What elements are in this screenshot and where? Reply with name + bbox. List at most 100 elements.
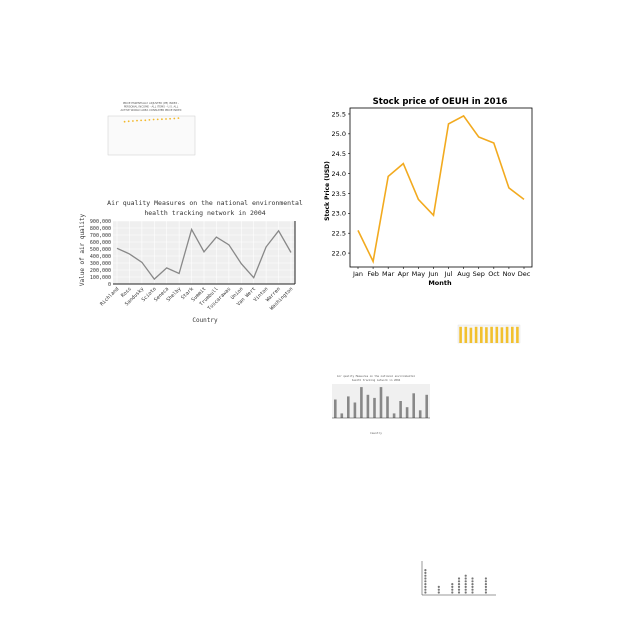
x-tick-label: Richland: [99, 286, 120, 307]
y-axis-label: Value of air quality: [79, 213, 86, 286]
y-tick-label: 500,000: [90, 247, 111, 253]
x-axis-label: Country: [192, 317, 218, 324]
y-tick-label: 23.0: [332, 210, 346, 218]
bar: [392, 413, 396, 418]
data-point: [173, 117, 176, 120]
bar: [469, 327, 473, 343]
data-point: [457, 577, 461, 580]
data-point: [457, 588, 461, 591]
data-point: [424, 577, 427, 580]
x-tick-label: Feb: [367, 270, 379, 278]
bar: [511, 326, 514, 343]
data-point: [457, 591, 461, 594]
x-axis-label: Month: [428, 279, 452, 287]
y-tick-label: 24.0: [332, 170, 346, 178]
x-tick-label: Mar: [382, 270, 395, 278]
chart-title-line2: health tracking network in 2004: [352, 378, 401, 382]
data-point: [156, 118, 159, 121]
bar: [505, 326, 509, 343]
data-point: [437, 591, 440, 594]
bar: [334, 399, 337, 418]
data-point: [144, 119, 147, 122]
y-tick-label: 22.0: [332, 249, 346, 257]
data-point: [177, 117, 180, 119]
x-tick-label: Apr: [398, 270, 410, 278]
bar: [340, 413, 344, 418]
bar: [412, 393, 415, 418]
y-tick-label: 22.5: [332, 230, 346, 238]
data-point: [424, 588, 427, 591]
x-tick-label: May: [412, 270, 426, 278]
data-point: [424, 574, 427, 577]
y-tick-label: 300,000: [90, 261, 111, 267]
chart-title-line1: Air quality Measures on the national env…: [337, 374, 416, 378]
data-point: [464, 574, 467, 577]
chart-title-line1: Air quality Measures on the national env…: [107, 199, 303, 207]
data-point: [471, 585, 474, 588]
bar: [500, 327, 504, 343]
air-quality-line-chart: Air quality Measures on the national env…: [79, 199, 303, 324]
data-point: [457, 583, 461, 586]
y-tick-label: 200,000: [90, 268, 111, 274]
x-tick-label: Nov: [503, 270, 516, 278]
data-point: [457, 580, 461, 583]
tiny-yellow-bar-chart: [457, 324, 521, 344]
y-tick-label: 0: [108, 282, 111, 288]
data-point: [127, 120, 130, 123]
bar: [485, 327, 488, 343]
air-quality-bar-chart: Air quality Measures on the national env…: [332, 374, 430, 435]
data-point: [484, 588, 487, 591]
data-point: [451, 585, 454, 588]
data-point: [424, 580, 427, 583]
tiny-scatter-chart: PRICE ESSENTIALLY ADJUSTED (PE) INDEX -P…: [107, 101, 196, 156]
data-point: [140, 119, 142, 122]
data-point: [484, 591, 487, 594]
data-point: [464, 583, 467, 586]
y-tick-label: 700,000: [90, 233, 111, 239]
data-point: [148, 119, 151, 121]
series-line: [357, 114, 525, 264]
bar: [474, 326, 478, 343]
data-point: [132, 120, 134, 122]
data-point: [484, 577, 487, 580]
data-point: [464, 580, 467, 583]
bar: [516, 326, 519, 343]
bar: [360, 387, 363, 418]
y-tick-label: 23.5: [332, 190, 346, 198]
data-point: [424, 583, 427, 586]
stock-price-chart: Stock price of OEUH in 2016 Month Stock …: [324, 97, 533, 287]
y-tick-label: 100,000: [90, 275, 111, 281]
y-tick-label: 400,000: [90, 254, 111, 260]
data-point: [457, 585, 461, 588]
data-point: [152, 118, 155, 121]
x-tick-label: Sep: [473, 270, 485, 278]
y-tick-label: 25.5: [332, 110, 346, 118]
bar: [464, 326, 468, 343]
bar: [405, 407, 409, 418]
bar: [495, 326, 499, 343]
data-point: [424, 569, 427, 572]
chart-title-line2: health tracking network in 2004: [144, 209, 265, 217]
bar: [480, 326, 483, 343]
data-point: [136, 119, 138, 122]
data-point: [484, 583, 487, 586]
plot-frame: [349, 107, 533, 268]
bar: [425, 394, 428, 418]
bar: [386, 396, 389, 418]
bar: [373, 397, 376, 418]
bar: [490, 326, 493, 343]
data-point: [451, 591, 454, 594]
data-point: [123, 120, 126, 123]
chart-title: Stock price of OEUH in 2016: [373, 97, 508, 107]
data-point: [464, 585, 467, 588]
data-point: [464, 588, 467, 591]
data-point: [471, 577, 474, 580]
data-point: [424, 571, 427, 574]
data-point: [437, 585, 440, 588]
data-point: [169, 117, 171, 120]
plot-area: [457, 324, 521, 344]
data-point: [451, 583, 454, 586]
bar: [459, 326, 462, 343]
data-point: [471, 583, 474, 586]
data-point: [451, 588, 454, 591]
